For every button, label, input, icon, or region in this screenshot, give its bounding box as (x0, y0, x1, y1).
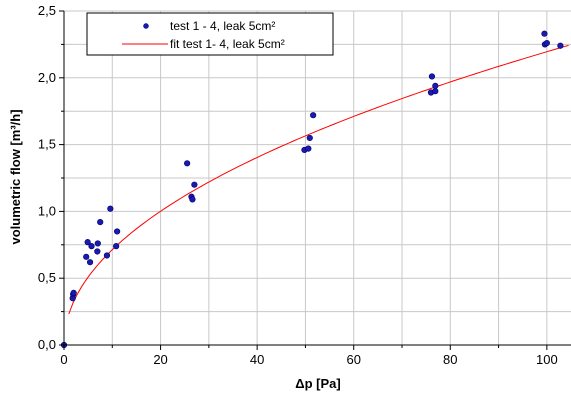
data-point (103, 252, 111, 259)
data-point (114, 228, 121, 235)
tick-labels: 0 20 40 60 80 100 0,0 0,5 1,0 1,5 2,0 2,5 (38, 3, 558, 367)
data-point (94, 240, 101, 247)
data-point (97, 218, 104, 226)
x-tick-label: 60 (346, 352, 360, 367)
y-tick-label: 1,0 (38, 203, 56, 218)
data-point (83, 253, 90, 260)
data-point (189, 196, 196, 203)
x-tick-label: 80 (443, 352, 457, 367)
data-point (432, 82, 439, 89)
data-point (191, 181, 198, 188)
data-point (70, 289, 77, 297)
y-tick-label: 0,0 (38, 337, 56, 352)
data-point (543, 39, 550, 47)
data-point (88, 243, 95, 250)
x-tick-label: 0 (60, 352, 67, 367)
data-point (310, 112, 317, 119)
legend: test 1 - 4, leak 5cm² fit test 1- 4, lea… (86, 12, 334, 56)
data-point (84, 239, 91, 246)
y-tick-label: 1,5 (38, 137, 56, 152)
y-tick-label: 2,0 (38, 70, 56, 85)
data-point (184, 160, 191, 167)
legend-entry-fit: fit test 1- 4, leak 5cm² (170, 37, 285, 51)
data-point (107, 205, 114, 212)
x-tick-label: 20 (153, 352, 167, 367)
data-points-layer (60, 30, 564, 349)
data-point (541, 30, 548, 37)
grid-lines (64, 10, 571, 345)
data-point (306, 134, 313, 142)
data-point (305, 145, 312, 152)
x-tick-label: 40 (250, 352, 264, 367)
x-axis-label: Δp [Pa] (295, 376, 340, 391)
legend-box (86, 12, 334, 56)
x-tick-label: 100 (536, 352, 558, 367)
data-point (113, 243, 120, 250)
data-point (86, 259, 94, 266)
legend-marker-scatter (143, 23, 149, 29)
data-point (428, 73, 436, 80)
data-point (432, 88, 439, 95)
legend-entry-scatter: test 1 - 4, leak 5cm² (170, 19, 275, 33)
y-tick-label: 0,5 (38, 270, 56, 285)
fit-line-layer (68, 44, 569, 315)
y-axis-label: volumetric flow [m³/h] (8, 109, 23, 244)
data-point (94, 248, 101, 255)
fit-curve (68, 44, 569, 315)
data-point (557, 42, 564, 49)
y-tick-label: 2,5 (38, 3, 56, 18)
axes (59, 10, 571, 350)
